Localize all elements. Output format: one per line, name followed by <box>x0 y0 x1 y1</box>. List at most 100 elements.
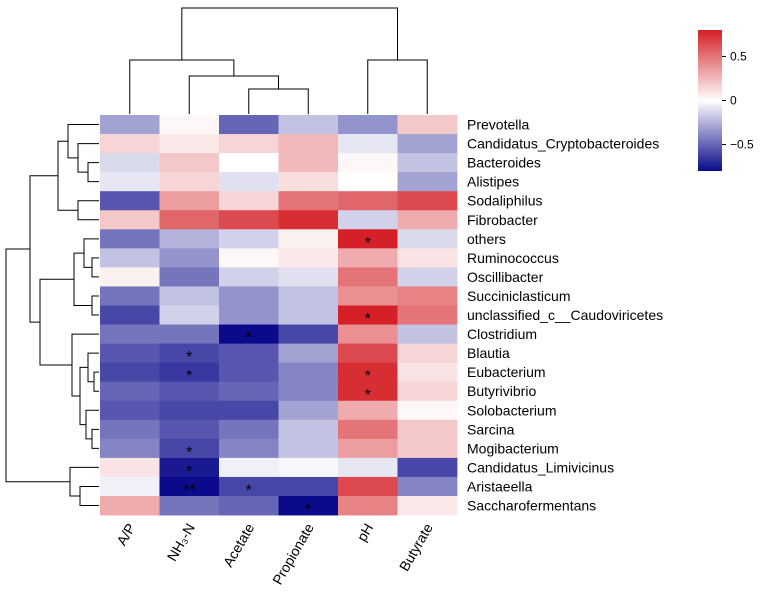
significance-star: * <box>186 368 192 385</box>
row-label-solobacterium: Solobacterium <box>467 402 557 418</box>
cell-aristaeella-nh-n <box>159 476 220 497</box>
cell-ruminococcus-nh-n <box>159 248 220 268</box>
row-label-eubacterium: Eubacterium <box>467 364 546 380</box>
cell-saccharofermentans-ph <box>338 496 398 516</box>
significance-star: * <box>246 482 252 499</box>
cell-eubacterium-ph <box>338 362 398 383</box>
cell-succiniclasticum-ph <box>338 286 398 306</box>
cell-butyrivibrio-butyrate <box>397 381 458 402</box>
row-label-clostridium: Clostridium <box>467 326 537 342</box>
column-dendrogram <box>129 7 428 114</box>
cell-succiniclasticum-nh-n <box>159 286 220 306</box>
cell-fibrobacter-acetate <box>219 210 279 230</box>
row-label-prevotella: Prevotella <box>467 117 529 133</box>
cell-prevotella-nh-n <box>159 115 220 135</box>
column-label-propionate: Propionate <box>269 520 317 587</box>
row-label-fibrobacter: Fibrobacter <box>467 212 538 228</box>
cell-oscillibacter-a-p <box>100 267 160 287</box>
cell-others-butyrate <box>397 229 458 249</box>
cell-oscillibacter-propionate <box>278 267 339 287</box>
cell-clostridium-butyrate <box>397 324 458 344</box>
column-label-nh-n: NH₃-N <box>164 521 198 564</box>
colorbar-tick-label: 0.5 <box>730 49 747 63</box>
cell-sodaliphilus-nh-n <box>159 191 220 211</box>
row-label-oscillibacter: Oscillibacter <box>467 269 544 285</box>
row-branch <box>69 466 99 497</box>
significance-star: * <box>365 387 371 404</box>
cell-oscillibacter-acetate <box>219 267 279 287</box>
cell-bacteroides-a-p <box>100 153 160 173</box>
cell-bacteroides-nh-n <box>159 153 220 173</box>
cell-mogibacterium-nh-n <box>159 438 220 459</box>
cell-sodaliphilus-a-p <box>100 191 160 211</box>
cell-fibrobacter-a-p <box>100 210 160 230</box>
row-label-saccharofermentans: Saccharofermentans <box>467 498 596 514</box>
cell-sarcina-nh-n <box>159 419 220 440</box>
cell-butyrivibrio-propionate <box>278 381 339 402</box>
cell-succiniclasticum-acetate <box>219 286 279 306</box>
cell-eubacterium-propionate <box>278 362 339 383</box>
significance-star: * <box>186 349 192 366</box>
cell-unclassified-c-caudoviricetes-propionate <box>278 305 339 325</box>
cell-candidatus-cryptobacteroides-ph <box>338 134 398 154</box>
cell-alistipes-a-p <box>100 172 160 192</box>
row-dendrogram <box>5 124 99 507</box>
cell-bacteroides-ph <box>338 153 398 173</box>
cell-blautia-a-p <box>100 343 160 364</box>
cell-alistipes-butyrate <box>397 172 458 192</box>
significance-star: * <box>305 502 311 519</box>
significance-star: * <box>365 235 371 252</box>
cell-candidatus-cryptobacteroides-a-p <box>100 134 160 154</box>
cell-candidatus-limivicinus-propionate <box>278 457 339 478</box>
row-label-candidatus-limivicinus: Candidatus_Limivicinus <box>467 459 614 475</box>
cell-aristaeella-butyrate <box>397 476 458 497</box>
cell-clostridium-propionate <box>278 324 339 344</box>
row-branch <box>79 366 88 426</box>
cell-prevotella-acetate <box>219 115 279 135</box>
cell-alistipes-nh-n <box>159 172 220 192</box>
cell-solobacterium-ph <box>338 400 398 421</box>
cell-butyrivibrio-a-p <box>100 381 160 402</box>
cell-sarcina-acetate <box>219 419 279 440</box>
cell-succiniclasticum-propionate <box>278 286 339 306</box>
column-branch <box>248 88 309 114</box>
cell-saccharofermentans-nh-n <box>159 496 220 516</box>
row-branch <box>91 257 99 278</box>
cell-fibrobacter-butyrate <box>397 210 458 230</box>
row-label-alistipes: Alistipes <box>467 174 519 190</box>
cell-candidatus-cryptobacteroides-nh-n <box>159 134 220 154</box>
cell-candidatus-limivicinus-ph <box>338 457 398 478</box>
cell-blautia-nh-n <box>159 343 220 364</box>
cell-eubacterium-butyrate <box>397 362 458 383</box>
row-branch <box>87 162 99 183</box>
row-branch <box>71 333 99 397</box>
heatmap-cells <box>100 115 458 516</box>
cell-unclassified-c-caudoviricetes-ph <box>338 305 398 325</box>
row-branch <box>39 278 74 366</box>
cell-others-acetate <box>219 229 279 249</box>
cell-prevotella-butyrate <box>397 115 458 135</box>
row-branch <box>91 295 99 316</box>
cell-solobacterium-a-p <box>100 400 160 421</box>
cell-blautia-ph <box>338 343 398 364</box>
row-branch <box>91 428 99 449</box>
row-label-sodaliphilus: Sodaliphilus <box>467 193 543 209</box>
cell-candidatus-cryptobacteroides-propionate <box>278 134 339 154</box>
cell-unclassified-c-caudoviricetes-nh-n <box>159 305 220 325</box>
cell-candidatus-limivicinus-acetate <box>219 457 279 478</box>
cell-saccharofermentans-butyrate <box>397 496 458 516</box>
row-label-sarcina: Sarcina <box>467 421 515 437</box>
colorbar-gradient <box>698 30 722 171</box>
cell-butyrivibrio-nh-n <box>159 381 220 402</box>
cell-sodaliphilus-propionate <box>278 191 339 211</box>
cell-candidatus-cryptobacteroides-butyrate <box>397 134 458 154</box>
cell-aristaeella-a-p <box>100 476 160 497</box>
cell-fibrobacter-ph <box>338 210 398 230</box>
column-labels: A/P NH₃-N Acetate Propionate pH Butyrate <box>113 520 436 587</box>
cell-mogibacterium-acetate <box>219 438 279 459</box>
column-branch <box>181 7 398 60</box>
cell-saccharofermentans-propionate <box>278 496 339 516</box>
row-label-ruminococcus: Ruminococcus <box>467 250 559 266</box>
cell-aristaeella-acetate <box>219 476 279 497</box>
